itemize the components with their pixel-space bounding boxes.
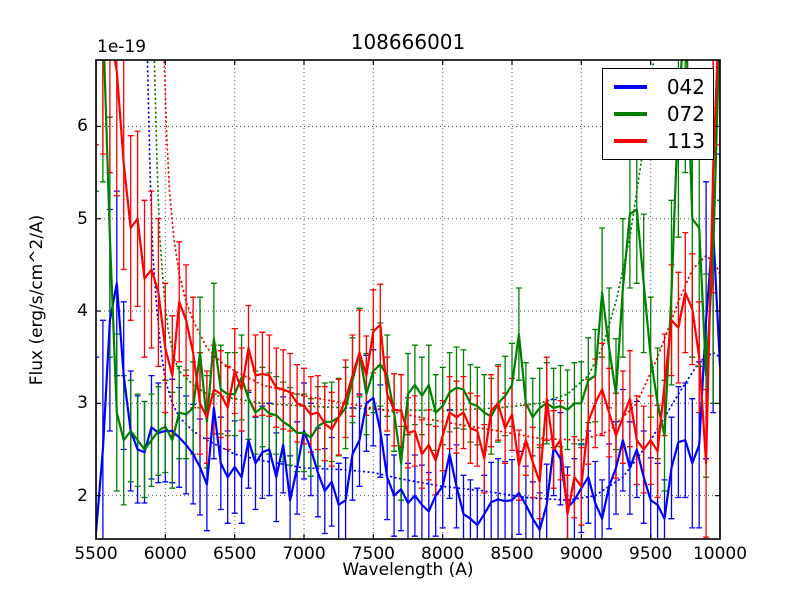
y-tick-label: 3 [77, 393, 88, 414]
legend-label: 042 [666, 74, 705, 99]
x-tick-label: 8000 [421, 544, 465, 564]
x-tick-label: 10000 [692, 544, 748, 564]
x-tick-label: 7500 [351, 544, 395, 564]
series-113-line [113, 60, 719, 516]
x-tick-label: 6000 [143, 544, 187, 564]
axes-frame [95, 59, 721, 540]
legend-line-swatch [614, 139, 647, 144]
legend-label: 113 [666, 129, 705, 154]
y-axis-label: Flux (erg/s/cm^2/A) [27, 214, 47, 386]
legend-line-swatch [614, 111, 647, 116]
x-tick-label: 9500 [629, 544, 673, 564]
dotted-curve-072-noise [153, 60, 655, 412]
legend-entry-113: 113 [614, 128, 705, 155]
legend-entry-042: 042 [614, 73, 705, 100]
x-tick-label: 8500 [490, 544, 534, 564]
chart-title: 108666001 [350, 30, 466, 54]
y-tick-label: 5 [77, 208, 88, 229]
legend-label: 072 [666, 101, 705, 126]
x-tick-label: 9000 [559, 544, 603, 564]
ticks [95, 60, 721, 539]
y-axis-offset-text: 1e-19 [97, 37, 147, 57]
y-tick-label: 2 [77, 485, 88, 506]
legend-line-swatch [614, 84, 647, 89]
plot-area [96, 60, 720, 539]
x-tick-label: 5500 [74, 544, 118, 564]
x-axis-label: Wavelength (A) [342, 560, 474, 580]
legend: 042 072 113 [602, 68, 714, 160]
series-072-line [103, 60, 720, 465]
x-tick-label: 6500 [213, 544, 257, 564]
legend-entry-072: 072 [614, 100, 705, 127]
x-tick-label: 7000 [282, 544, 326, 564]
series-042-line [96, 226, 720, 533]
y-tick-label: 4 [77, 301, 88, 322]
y-tick-label: 6 [77, 116, 88, 137]
